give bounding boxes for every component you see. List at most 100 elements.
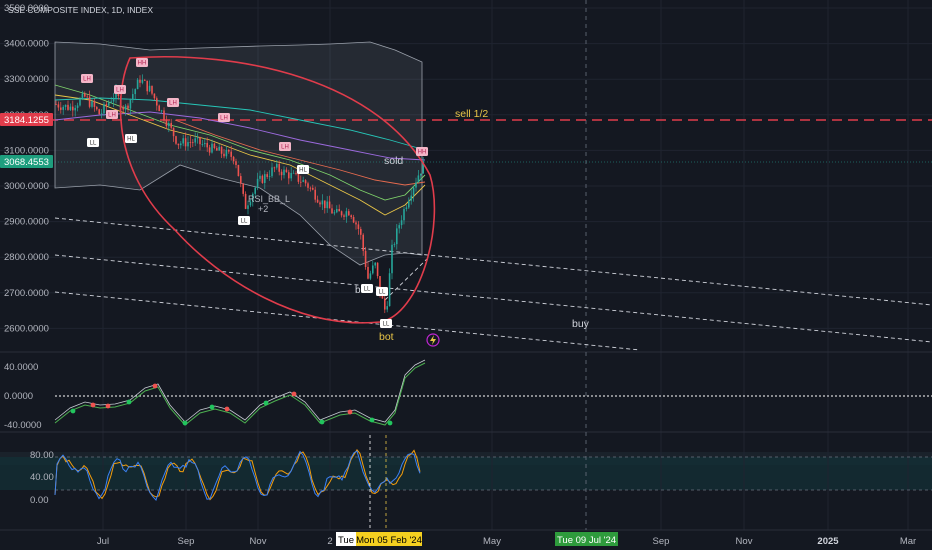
candle-body <box>196 137 199 139</box>
stoch-band <box>0 457 932 490</box>
candle-body <box>374 262 376 266</box>
candle-body <box>319 202 321 205</box>
osc-line-white <box>54 359 426 423</box>
buy-label: buy <box>572 318 590 330</box>
candle-body <box>300 181 302 183</box>
stoch-tick-label: 40.00 <box>30 472 54 483</box>
time-badge <box>356 532 422 546</box>
candle-body <box>259 175 261 179</box>
pivot-tag <box>376 287 388 296</box>
candle-body <box>391 244 393 274</box>
candle-body <box>223 153 225 157</box>
oscillator-axis: 40.0000 0.0000 -40.0000 <box>4 362 42 431</box>
candle-body <box>271 167 273 177</box>
price-axis[interactable]: 3500.00003400.00003300.00003200.00003100… <box>4 3 49 334</box>
time-tick-label: May <box>483 536 501 547</box>
candle-body <box>230 151 232 157</box>
lightning-icon[interactable] <box>426 333 440 347</box>
osc-signal-dot <box>224 406 230 412</box>
candle-body <box>91 101 93 107</box>
time-badge-label: Tue 09 Jul '24 <box>557 535 616 546</box>
chart-title: SSE COMPOSITE INDEX, 1D, INDEX <box>8 5 153 15</box>
b-label: b <box>355 285 361 296</box>
candle-body <box>237 164 240 177</box>
osc-line-green <box>54 362 426 426</box>
pivot-tag <box>167 98 179 107</box>
pivot-tag-label: LL <box>383 322 390 328</box>
candle-body <box>379 276 381 295</box>
candle-body <box>225 149 228 157</box>
ma-line <box>54 97 426 151</box>
candle-body <box>415 182 417 188</box>
candle-body <box>112 97 115 102</box>
stochastic-lines <box>54 448 421 501</box>
candle-body <box>180 143 182 146</box>
candle-body <box>417 175 420 183</box>
candle-body <box>254 187 256 194</box>
osc-tick-label: -40.0000 <box>4 420 42 431</box>
sold-label: sold <box>384 155 403 167</box>
pivot-tag-label: LH <box>116 88 124 94</box>
candle-body <box>290 172 292 179</box>
pivot-tag <box>114 85 126 94</box>
osc-signal-dot <box>70 408 76 414</box>
candle-body <box>81 93 84 99</box>
candle-body <box>249 201 252 206</box>
time-tick-label: Jul <box>97 536 109 547</box>
candle-body <box>352 217 355 223</box>
time-axis[interactable]: Jul Sep Nov 2 May Sep Nov 2025 Mar <box>97 536 916 547</box>
price-tick-label: 3300.0000 <box>4 74 49 85</box>
pivot-tag-label: LL <box>90 141 97 147</box>
pivot-tag-label: LH <box>169 101 177 107</box>
osc-signal-dot <box>347 409 353 415</box>
candle-body <box>204 143 206 145</box>
pivot-tag-label: LH <box>83 77 91 83</box>
candle-body <box>288 172 290 179</box>
pivot-tag <box>416 147 428 156</box>
candle-body <box>141 79 144 83</box>
pivot-tag-label: LH <box>108 113 116 119</box>
candle-body <box>256 178 259 188</box>
osc-tick-label: 40.0000 <box>4 362 38 373</box>
candle-body <box>235 161 237 165</box>
price-candles <box>55 74 424 314</box>
candle-body <box>336 209 338 213</box>
candle-body <box>405 207 408 209</box>
osc-signal-dot <box>319 419 325 425</box>
price-tick-label: 3100.0000 <box>4 145 49 156</box>
price-tick-label: 3500.0000 <box>4 3 49 14</box>
pivot-tag <box>87 138 99 147</box>
pivot-tag <box>81 74 93 83</box>
pivot-tag-label: LH <box>220 116 228 122</box>
osc-tick-label: 0.0000 <box>4 391 33 402</box>
pivot-tag <box>297 165 309 174</box>
time-tick-label: Nov <box>736 536 753 547</box>
candle-body <box>343 215 345 217</box>
candle-body <box>194 138 196 143</box>
pivot-tag-label: LL <box>379 290 386 296</box>
candle-body <box>211 143 213 153</box>
candle-body <box>110 101 112 103</box>
candle-body <box>331 208 333 214</box>
candle-body <box>72 106 74 111</box>
osc-signal-dot <box>90 402 96 408</box>
pivot-tag-label: HL <box>299 168 307 174</box>
candle-body <box>189 142 192 143</box>
time-badge <box>336 532 356 546</box>
candle-body <box>312 187 314 190</box>
candle-body <box>108 102 110 106</box>
time-tick-label: Sep <box>178 536 195 547</box>
pivot-tag <box>361 284 373 293</box>
candle-body <box>86 96 88 98</box>
osc-signal-dot <box>263 400 269 406</box>
candle-body <box>170 122 172 128</box>
candle-body <box>88 96 91 107</box>
pivot-tag <box>380 319 392 328</box>
candle-body <box>96 106 98 110</box>
candle-body <box>333 212 336 214</box>
candle-body <box>100 113 103 115</box>
candle-body <box>412 187 415 196</box>
candle-body <box>381 294 384 299</box>
price-tick-label: 2800.0000 <box>4 252 49 263</box>
